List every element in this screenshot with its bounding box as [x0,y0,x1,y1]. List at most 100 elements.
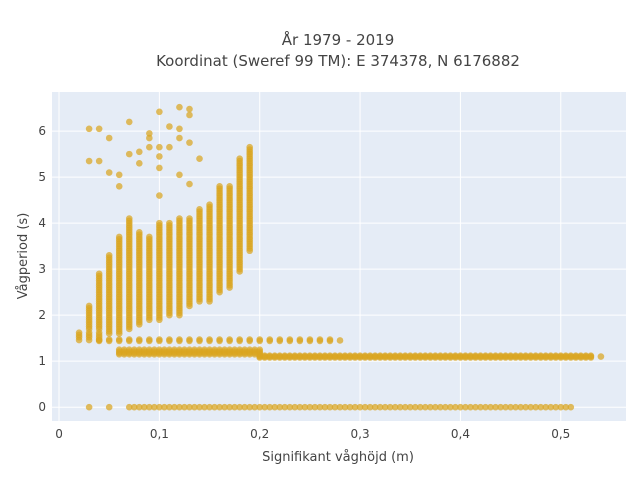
data-point [381,403,389,411]
data-point [226,346,233,353]
data-point [211,403,218,411]
data-point [381,352,389,359]
data-point [301,352,309,359]
data-point [306,403,314,411]
y-axis-title: Vågperiod (s) [16,213,31,300]
data-point [236,336,243,343]
data-point [346,403,354,411]
data-point [281,352,289,359]
data-point [115,233,123,241]
data-point [125,403,133,411]
data-point [136,336,143,343]
data-point [432,352,439,359]
data-point [291,352,299,359]
data-point [316,352,324,359]
data-point [226,336,233,343]
data-point [181,346,188,353]
data-point [396,403,404,411]
data-point [256,346,264,353]
data-point [366,352,374,359]
data-point [186,346,193,353]
data-point [196,155,203,163]
data-point [271,403,279,411]
data-point [85,125,93,133]
data-point [125,336,133,343]
y-tick-label: 5 [38,170,46,184]
data-point [557,352,565,359]
data-point [331,403,339,411]
data-point [186,111,193,119]
data-point [236,403,243,411]
data-point [241,403,248,411]
data-point [301,403,309,411]
data-point [447,352,454,359]
data-point [216,403,223,411]
data-point [361,403,369,411]
data-point [120,346,128,353]
data-point [336,352,344,359]
data-point [316,403,324,411]
data-point [527,403,534,411]
data-point [156,143,163,151]
data-point [326,403,334,411]
data-point [246,346,253,353]
data-point [171,346,178,353]
data-point [462,403,469,411]
data-point [361,352,369,359]
y-tick-label: 4 [38,216,46,230]
x-tick-label: 0 [55,427,63,441]
chart-title-line2: Koordinat (Sweref 99 TM): E 374378, N 61… [156,52,520,70]
data-point [156,219,163,227]
data-point [502,352,509,359]
data-point [176,125,183,133]
data-point [146,403,153,411]
data-point [156,403,163,411]
x-tick-labels: 0 0,1 0,2 0,3 0,4 0,5 [55,427,570,441]
chart-title-line1: År 1979 - 2019 [282,30,395,49]
data-point [487,403,494,411]
points-layer [75,103,605,411]
data-point [201,403,208,411]
data-point [176,336,183,343]
data-point [487,352,494,359]
data-point [211,346,218,353]
data-point [146,233,153,241]
y-tick-label: 1 [38,354,46,368]
data-point [567,352,575,359]
x-tick-label: 0,2 [250,427,269,441]
data-point [221,346,228,353]
data-point [542,352,550,359]
data-point [427,403,434,411]
data-point [522,403,529,411]
data-point [442,352,449,359]
data-point [176,103,183,111]
data-point [95,125,103,133]
data-point [141,346,148,353]
data-point [201,346,208,353]
data-point [105,134,113,142]
data-point [517,403,524,411]
data-point [467,403,474,411]
data-point [286,336,294,343]
data-point [95,157,103,165]
data-point [537,352,545,359]
data-point [311,352,319,359]
data-point [371,403,379,411]
data-point [351,352,359,359]
data-point [256,336,264,343]
data-point [547,352,555,359]
data-point [376,403,384,411]
data-point [512,352,519,359]
data-point [176,346,183,353]
data-point [171,403,178,411]
data-point [411,403,419,411]
data-point [296,352,304,359]
data-point [452,352,459,359]
data-point [136,346,143,353]
data-point [136,160,143,167]
data-point [316,336,324,343]
data-point [587,352,595,359]
data-point [296,336,304,343]
data-point [296,403,304,411]
data-point [416,352,424,359]
